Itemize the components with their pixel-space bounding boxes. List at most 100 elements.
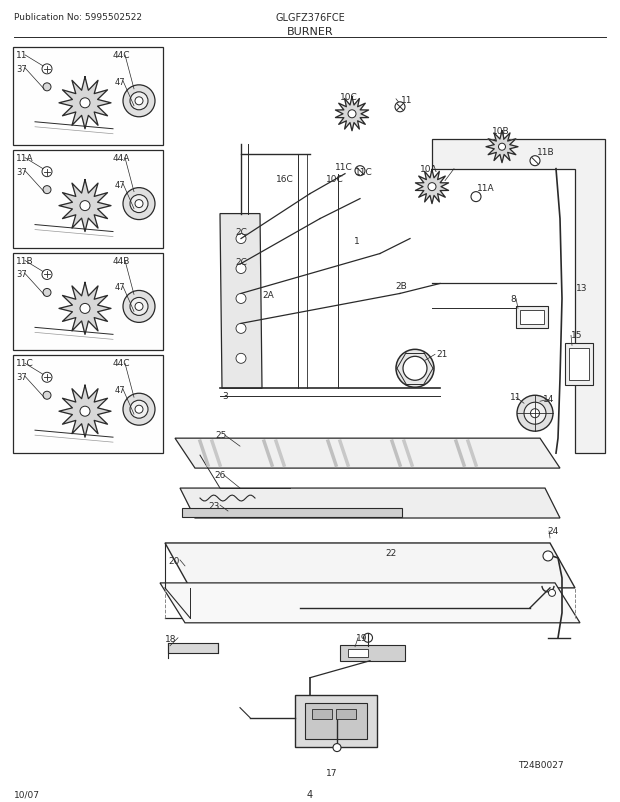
Text: 23: 23 bbox=[208, 501, 219, 510]
Circle shape bbox=[135, 98, 143, 106]
Bar bbox=[13, 356, 163, 454]
Text: 11: 11 bbox=[401, 95, 412, 105]
Circle shape bbox=[123, 291, 155, 323]
Circle shape bbox=[348, 111, 356, 119]
Text: 2A: 2A bbox=[262, 291, 274, 300]
Text: 3: 3 bbox=[222, 391, 228, 401]
Text: T24B0027: T24B0027 bbox=[518, 759, 564, 768]
Circle shape bbox=[42, 168, 52, 177]
Bar bbox=[182, 508, 402, 517]
Text: 47: 47 bbox=[115, 283, 126, 292]
Circle shape bbox=[395, 103, 405, 112]
Circle shape bbox=[123, 188, 155, 221]
Text: 10A: 10A bbox=[420, 164, 438, 173]
Polygon shape bbox=[432, 140, 605, 454]
Circle shape bbox=[80, 407, 90, 417]
Bar bbox=[168, 643, 218, 653]
Text: GLGFZ376FCE: GLGFZ376FCE bbox=[275, 13, 345, 23]
Bar bbox=[13, 48, 163, 145]
Polygon shape bbox=[486, 132, 518, 164]
Text: BURNER: BURNER bbox=[286, 27, 334, 37]
Circle shape bbox=[130, 93, 148, 111]
Text: 13: 13 bbox=[576, 284, 588, 293]
Polygon shape bbox=[160, 583, 580, 623]
Circle shape bbox=[43, 83, 51, 91]
Text: Publication No: 5995502522: Publication No: 5995502522 bbox=[14, 13, 142, 22]
Circle shape bbox=[403, 357, 427, 381]
Text: 37: 37 bbox=[16, 373, 27, 382]
Text: 2C: 2C bbox=[235, 257, 247, 266]
Circle shape bbox=[43, 186, 51, 194]
Circle shape bbox=[43, 391, 51, 399]
Polygon shape bbox=[59, 180, 111, 233]
Circle shape bbox=[531, 409, 539, 418]
Text: 47: 47 bbox=[115, 78, 126, 87]
Text: 4: 4 bbox=[307, 789, 313, 800]
Bar bbox=[13, 253, 163, 351]
Circle shape bbox=[363, 634, 373, 642]
Text: 16C: 16C bbox=[276, 175, 294, 184]
Circle shape bbox=[236, 354, 246, 364]
Bar bbox=[520, 311, 544, 325]
Polygon shape bbox=[59, 386, 111, 438]
Circle shape bbox=[80, 304, 90, 314]
Circle shape bbox=[123, 394, 155, 426]
Text: 24: 24 bbox=[547, 526, 558, 535]
Text: 14: 14 bbox=[543, 395, 554, 403]
Text: 44B: 44B bbox=[113, 256, 130, 265]
Text: 1: 1 bbox=[354, 237, 360, 245]
Text: 20: 20 bbox=[168, 557, 179, 565]
Circle shape bbox=[498, 144, 505, 151]
Polygon shape bbox=[180, 488, 560, 518]
Circle shape bbox=[130, 401, 148, 419]
Text: 2C: 2C bbox=[235, 227, 247, 237]
Text: 44A: 44A bbox=[113, 153, 130, 163]
Circle shape bbox=[130, 298, 148, 316]
Text: 44C: 44C bbox=[113, 358, 130, 368]
Text: 10C: 10C bbox=[326, 175, 343, 184]
Text: 44C: 44C bbox=[113, 51, 130, 60]
Circle shape bbox=[428, 184, 436, 192]
Text: 17: 17 bbox=[326, 768, 338, 776]
Bar bbox=[569, 349, 589, 381]
Circle shape bbox=[135, 303, 143, 311]
Text: 37: 37 bbox=[16, 168, 27, 176]
Circle shape bbox=[42, 65, 52, 75]
Text: 10C: 10C bbox=[340, 93, 358, 102]
Bar bbox=[312, 709, 332, 719]
Text: 11A: 11A bbox=[16, 153, 33, 163]
Polygon shape bbox=[415, 171, 449, 205]
Polygon shape bbox=[59, 78, 111, 130]
Circle shape bbox=[80, 201, 90, 212]
Text: 47: 47 bbox=[115, 386, 126, 395]
Text: 18: 18 bbox=[165, 634, 177, 643]
Bar bbox=[13, 151, 163, 248]
Circle shape bbox=[355, 167, 365, 176]
Text: 21: 21 bbox=[436, 350, 448, 358]
Text: 37: 37 bbox=[16, 65, 27, 74]
Circle shape bbox=[43, 289, 51, 297]
Polygon shape bbox=[220, 214, 262, 389]
Text: 25: 25 bbox=[215, 431, 226, 439]
Text: 11: 11 bbox=[510, 393, 521, 402]
Text: 11: 11 bbox=[16, 51, 27, 60]
Circle shape bbox=[236, 264, 246, 274]
Polygon shape bbox=[335, 98, 368, 132]
Text: 10B: 10B bbox=[492, 127, 510, 136]
Circle shape bbox=[236, 234, 246, 245]
Text: 11C: 11C bbox=[335, 163, 353, 172]
Bar bbox=[348, 649, 368, 657]
Text: 37: 37 bbox=[16, 270, 27, 279]
Text: 15: 15 bbox=[571, 331, 583, 340]
Bar bbox=[295, 695, 377, 747]
Circle shape bbox=[42, 270, 52, 280]
Text: 47: 47 bbox=[115, 180, 126, 189]
Text: 26: 26 bbox=[214, 471, 226, 480]
Text: 11B: 11B bbox=[537, 148, 555, 156]
Bar bbox=[516, 307, 548, 329]
Circle shape bbox=[135, 200, 143, 209]
Circle shape bbox=[135, 406, 143, 414]
Text: 2B: 2B bbox=[395, 282, 407, 291]
Circle shape bbox=[530, 156, 540, 167]
Text: 10/07: 10/07 bbox=[14, 789, 40, 799]
